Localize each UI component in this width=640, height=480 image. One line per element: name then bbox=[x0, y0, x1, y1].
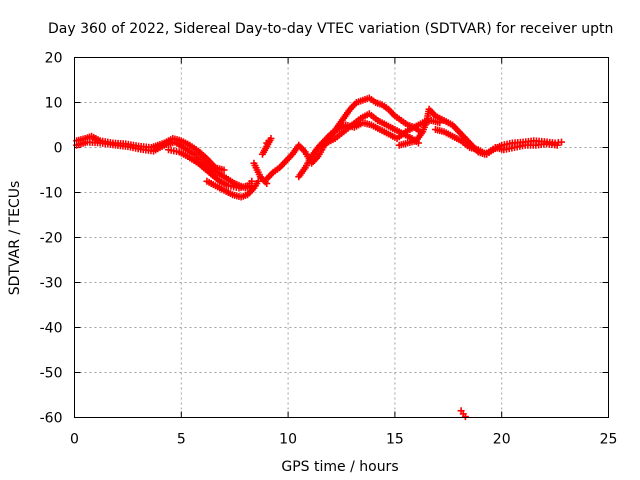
data-point bbox=[248, 177, 256, 185]
y-tick-label: 20 bbox=[45, 51, 63, 67]
y-tick-label: 0 bbox=[54, 141, 63, 157]
y-tick-label: -10 bbox=[40, 186, 63, 202]
x-tick-label: 5 bbox=[177, 432, 186, 448]
x-tick-label: 20 bbox=[493, 432, 511, 448]
y-axis-label: SDTVAR / TECUs bbox=[7, 181, 23, 296]
y-tick-label: -60 bbox=[40, 411, 63, 427]
x-axis-label: GPS time / hours bbox=[281, 459, 398, 475]
plot-frame bbox=[74, 57, 609, 418]
y-tick-label: -30 bbox=[40, 276, 63, 292]
data-point bbox=[553, 141, 561, 149]
y-tick-label: -50 bbox=[40, 366, 63, 382]
data-point bbox=[258, 150, 266, 158]
grid-lines bbox=[74, 57, 609, 418]
y-tick-label: -40 bbox=[40, 321, 63, 337]
data-point bbox=[461, 413, 469, 421]
y-tick-label: 10 bbox=[45, 96, 63, 112]
axis-ticks: 0 5 10 15 20 25 -60 -50 -40 -30 -20 -10 0 10 20 bbox=[40, 51, 618, 448]
data-points bbox=[73, 94, 566, 421]
data-point bbox=[254, 177, 262, 185]
data-point bbox=[558, 138, 566, 146]
y-tick-label: -20 bbox=[40, 231, 63, 247]
x-tick-label: 25 bbox=[600, 432, 618, 448]
x-tick-label: 15 bbox=[386, 432, 404, 448]
chart-title: Day 360 of 2022, Sidereal Day-to-day VTE… bbox=[48, 21, 613, 37]
data-point bbox=[220, 166, 228, 174]
x-tick-label: 0 bbox=[70, 432, 79, 448]
x-tick-label: 10 bbox=[279, 432, 297, 448]
